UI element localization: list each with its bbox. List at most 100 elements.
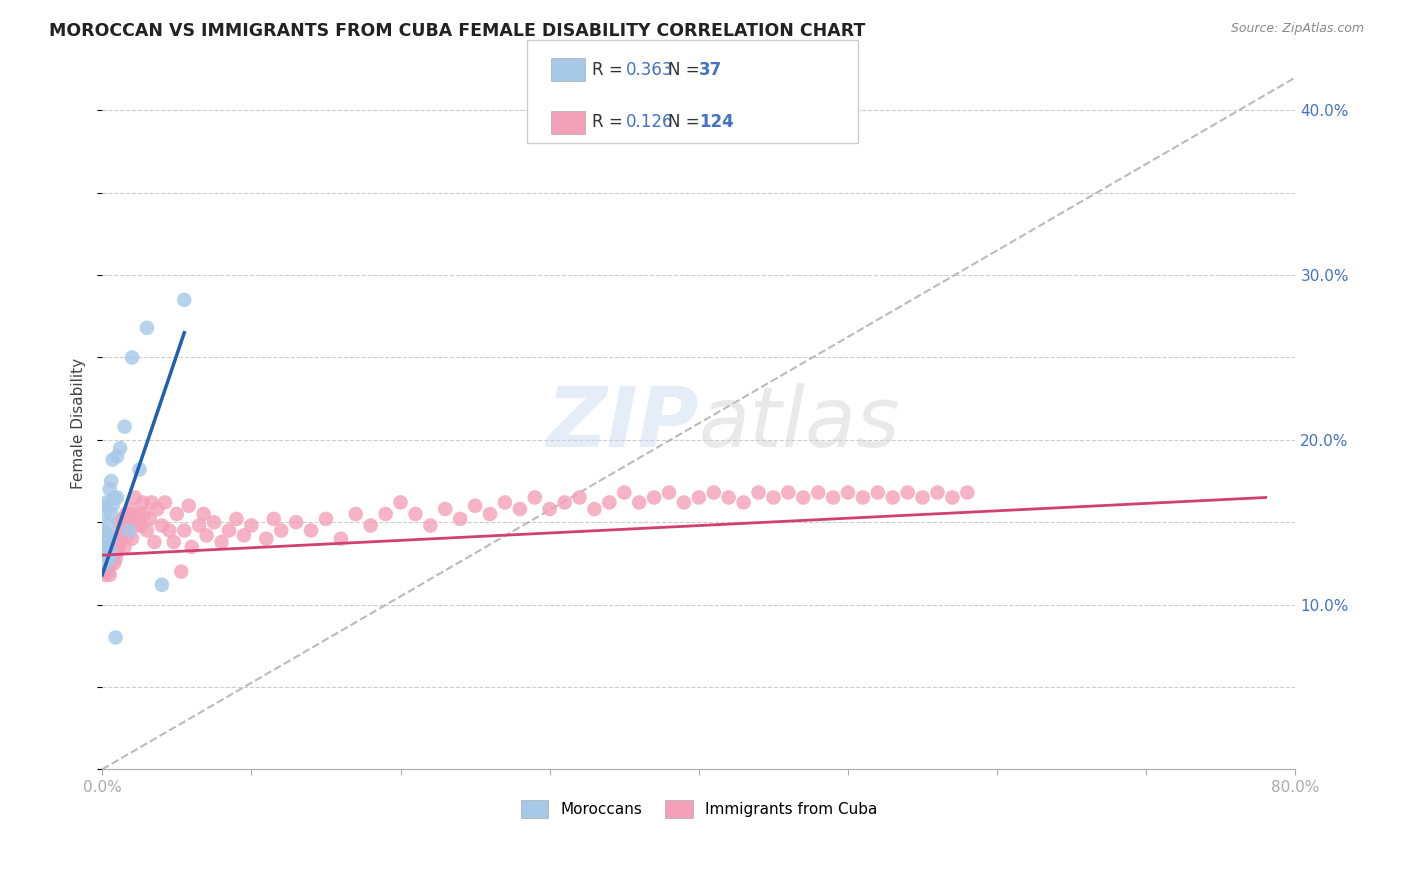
Point — [747, 485, 769, 500]
Point — [329, 532, 352, 546]
Point — [225, 512, 247, 526]
Point — [449, 512, 471, 526]
Point — [956, 485, 979, 500]
Point — [98, 540, 121, 554]
Point — [762, 491, 785, 505]
Point — [121, 532, 143, 546]
Point — [98, 551, 121, 566]
Point — [374, 507, 396, 521]
Point — [97, 535, 120, 549]
Point — [103, 491, 125, 505]
Point — [389, 495, 412, 509]
Text: MOROCCAN VS IMMIGRANTS FROM CUBA FEMALE DISABILITY CORRELATION CHART: MOROCCAN VS IMMIGRANTS FROM CUBA FEMALE … — [49, 22, 866, 40]
Point — [188, 518, 211, 533]
Point — [628, 495, 651, 509]
Point — [97, 557, 120, 571]
Point — [103, 545, 125, 559]
Point — [404, 507, 426, 521]
Point — [118, 515, 141, 529]
Point — [94, 499, 117, 513]
Point — [100, 474, 122, 488]
Point — [98, 528, 121, 542]
Point — [583, 502, 606, 516]
Point — [103, 557, 125, 571]
Point — [263, 512, 285, 526]
Point — [96, 551, 118, 566]
Point — [166, 507, 188, 521]
Point — [96, 561, 118, 575]
Point — [703, 485, 725, 500]
Point — [941, 491, 963, 505]
Text: atlas: atlas — [699, 383, 900, 464]
Point — [121, 507, 143, 521]
Point — [94, 532, 117, 546]
Point — [94, 540, 117, 554]
Point — [93, 535, 115, 549]
Point — [128, 462, 150, 476]
Point — [101, 499, 124, 513]
Point — [494, 495, 516, 509]
Point — [170, 565, 193, 579]
Point — [94, 507, 117, 521]
Point — [100, 532, 122, 546]
Point — [97, 518, 120, 533]
Point — [150, 578, 173, 592]
Point — [173, 524, 195, 538]
Point — [96, 535, 118, 549]
Point — [807, 485, 830, 500]
Point — [105, 532, 128, 546]
Point — [131, 495, 153, 509]
Point — [93, 524, 115, 538]
Point — [117, 528, 139, 542]
Point — [823, 491, 845, 505]
Point — [125, 518, 148, 533]
Point — [240, 518, 263, 533]
Point — [180, 540, 202, 554]
Point — [882, 491, 904, 505]
Point — [98, 557, 121, 571]
Point — [112, 512, 135, 526]
Point — [93, 548, 115, 562]
Point — [104, 631, 127, 645]
Point — [97, 548, 120, 562]
Point — [93, 540, 115, 554]
Point — [110, 524, 132, 538]
Point — [98, 483, 121, 497]
Point — [129, 518, 152, 533]
Point — [101, 543, 124, 558]
Legend: Moroccans, Immigrants from Cuba: Moroccans, Immigrants from Cuba — [515, 794, 883, 824]
Point — [146, 502, 169, 516]
Text: 37: 37 — [699, 61, 723, 78]
Point — [93, 557, 115, 571]
Point — [419, 518, 441, 533]
Point — [927, 485, 949, 500]
Point — [108, 441, 131, 455]
Point — [177, 499, 200, 513]
Text: Source: ZipAtlas.com: Source: ZipAtlas.com — [1230, 22, 1364, 36]
Point — [97, 528, 120, 542]
Point — [114, 518, 136, 533]
Point — [866, 485, 889, 500]
Text: R =: R = — [592, 61, 628, 78]
Point — [672, 495, 695, 509]
Point — [94, 543, 117, 558]
Point — [115, 507, 138, 521]
Point — [613, 485, 636, 500]
Point — [104, 551, 127, 566]
Point — [163, 535, 186, 549]
Point — [157, 524, 180, 538]
Point — [94, 568, 117, 582]
Point — [479, 507, 502, 521]
Point — [93, 548, 115, 562]
Point — [254, 532, 277, 546]
Text: ZIP: ZIP — [546, 383, 699, 464]
Point — [218, 524, 240, 538]
Point — [643, 491, 665, 505]
Point — [97, 565, 120, 579]
Point — [97, 545, 120, 559]
Point — [100, 507, 122, 521]
Point — [778, 485, 800, 500]
Point — [107, 540, 129, 554]
Point — [733, 495, 755, 509]
Point — [193, 507, 215, 521]
